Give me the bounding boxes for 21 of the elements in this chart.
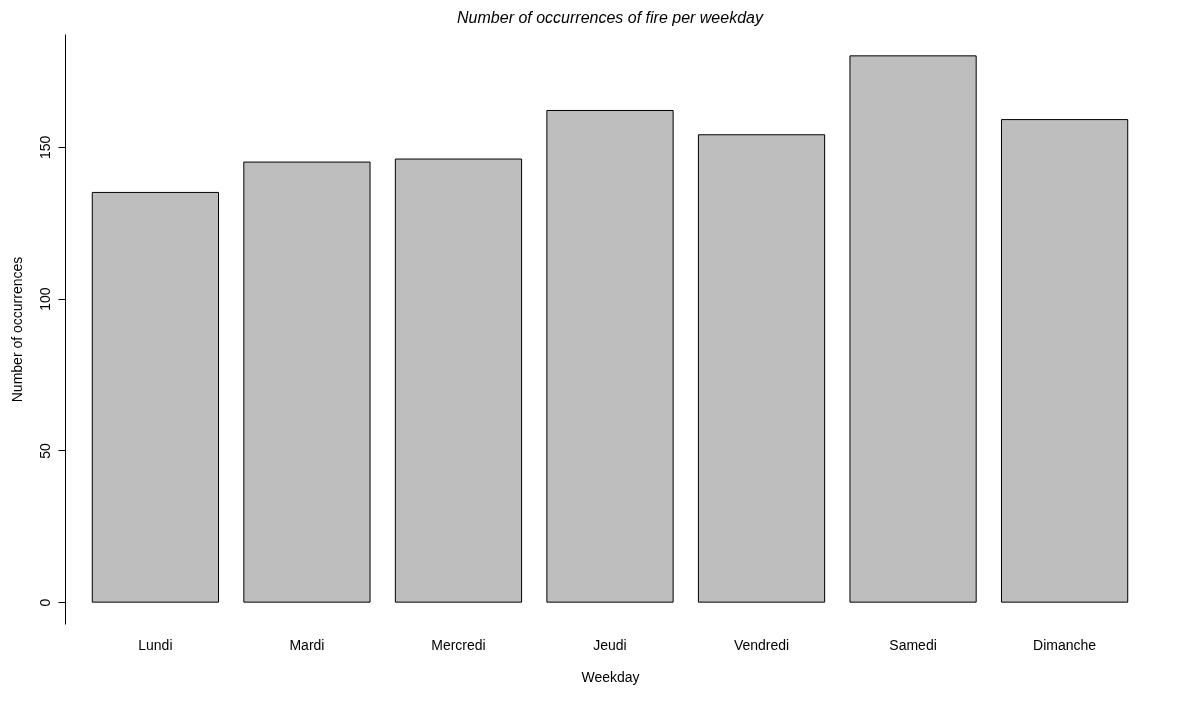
y-tick-label: 100 <box>36 287 53 311</box>
x-tick-label: Dimanche <box>1033 636 1097 653</box>
x-tick-label: Jeudi <box>593 636 627 653</box>
x-tick-label: Mardi <box>289 636 325 653</box>
x-tick-label: Lundi <box>138 636 173 653</box>
bar <box>1000 119 1129 603</box>
bar <box>697 134 826 603</box>
x-tick-label: Vendredi <box>733 636 790 653</box>
y-tick-label: 50 <box>36 442 53 459</box>
bar <box>243 161 371 603</box>
y-tick-label: 150 <box>36 135 53 160</box>
y-tick-label: 0 <box>36 598 53 607</box>
y-axis-title: Number of occurrences <box>8 256 25 403</box>
x-tick-label: Samedi <box>889 636 937 653</box>
x-tick-label: Mercredi <box>431 636 486 653</box>
chart-title: Number of occurrences of fire per weekday <box>457 9 764 26</box>
bar <box>546 109 674 603</box>
x-axis-title: Weekday <box>581 668 640 685</box>
bar <box>394 158 523 603</box>
bar <box>849 55 977 603</box>
bar <box>91 191 220 603</box>
